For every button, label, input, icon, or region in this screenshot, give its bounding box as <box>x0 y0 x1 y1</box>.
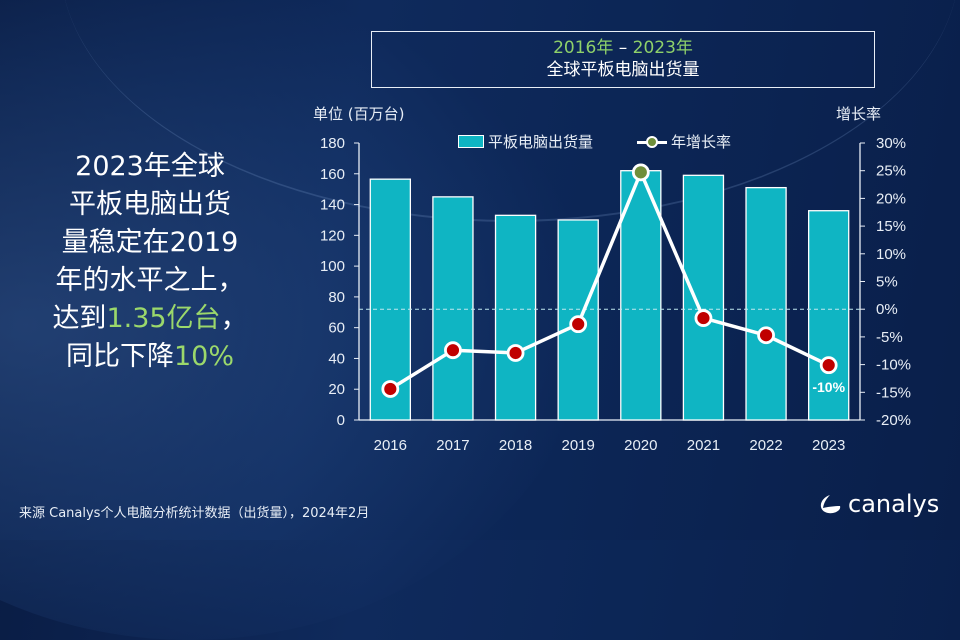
right-axis-tick-label: 15% <box>876 218 906 235</box>
right-axis-tick-label: 25% <box>876 163 906 180</box>
left-axis-tick-label: 120 <box>320 227 345 244</box>
chart-title-box: 2016年 – 2023年 全球平板电脑出货量 <box>371 31 875 88</box>
chart-legend: 平板电脑出货量 年增长率 <box>458 131 731 152</box>
highlight-line: 量稳定在2019 <box>61 227 239 258</box>
right-axis-tick-label: -10% <box>876 357 911 374</box>
highlight-text-part: 同比下降 <box>65 341 174 372</box>
highlight-value: 10% <box>173 341 234 372</box>
highlight-line: 同比下降10% <box>30 338 270 376</box>
highlight-line: 达到1.35亿台， <box>30 300 270 338</box>
right-axis-tick-label: -20% <box>876 412 911 429</box>
x-axis-tick-label: 2016 <box>374 437 407 454</box>
growth-rate-point-2016 <box>381 380 400 398</box>
growth-rate-line <box>389 170 830 391</box>
right-axis-tick-label: 20% <box>876 190 906 207</box>
highlight-value: 1.35亿台 <box>106 303 221 334</box>
bar-2021 <box>682 174 725 421</box>
x-axis-tick-label: 2022 <box>749 437 782 454</box>
growth-rate-point-2021 <box>694 309 713 327</box>
title-dash: – <box>613 38 633 58</box>
canalys-logo: canalys <box>818 490 939 518</box>
x-axis-tick-label: 2020 <box>624 437 657 454</box>
legend-bar-label: 平板电脑出货量 <box>488 133 594 151</box>
bar-2018 <box>494 214 537 421</box>
right-axis-tick-label: -15% <box>876 384 911 401</box>
growth-rate-point-2018 <box>506 344 525 362</box>
chart-plot: 0 20 40 60 80 100 120 140 160 180 -20% -15% -10% -5% 0… <box>320 135 911 454</box>
right-axis-tick-label: -5% <box>876 329 903 346</box>
bar-2020 <box>620 170 662 421</box>
x-axis-tick-label: 2019 <box>562 437 595 454</box>
left-axis-label: 单位 (百万台) <box>313 105 405 123</box>
growth-rate-point-2022 <box>757 326 775 345</box>
right-axis-tick-label: 0% <box>876 301 898 318</box>
left-axis-tick-label: 80 <box>328 289 345 306</box>
left-axis-tick-label: 140 <box>320 197 345 214</box>
x-axis-tick-label: 2023 <box>812 437 845 454</box>
bar-2022 <box>745 186 787 421</box>
left-axis-tick-label: 60 <box>328 320 345 337</box>
title-year-end: 2023年 <box>632 38 693 58</box>
right-axis-tick-label: 30% <box>876 135 906 152</box>
bar-2023 <box>807 210 850 421</box>
legend-line-swatch <box>637 135 668 148</box>
growth-rate-point-2020 <box>631 163 650 182</box>
canalys-logo-text: canalys <box>848 490 940 518</box>
legend-bar-swatch <box>458 135 484 148</box>
left-axis-tick-label: 40 <box>328 350 345 367</box>
legend-line-label: 年增长率 <box>671 133 732 151</box>
highlight-line: 年的水平之上， <box>55 265 245 296</box>
left-axis-tick-label: 180 <box>320 135 345 152</box>
growth-rate-point-2019 <box>569 315 588 334</box>
title-year-start: 2016年 <box>553 38 614 58</box>
highlight-line: 平板电脑出货 <box>69 189 231 220</box>
highlight-text: 2023年全球 平板电脑出货 量稳定在2019 年的水平之上， 达到1.35亿台… <box>30 148 270 376</box>
data-label-2023: -10% <box>812 379 845 395</box>
right-axis-tick-label: 10% <box>876 246 906 263</box>
left-axis-tick-label: 160 <box>320 166 345 183</box>
source-note: 来源 Canalys个人电脑分析统计数据（出货量），2024年2月 <box>19 506 370 521</box>
chart-title-years: 2016年 – 2023年 <box>372 37 874 59</box>
chart-title-subtitle: 全球平板电脑出货量 <box>546 60 700 80</box>
right-axis-label: 增长率 <box>836 105 882 123</box>
x-axis-tick-label: 2017 <box>436 437 469 454</box>
highlight-text-part: ， <box>220 303 248 334</box>
left-axis-tick-label: 100 <box>320 258 345 275</box>
growth-rate-point-2023 <box>819 356 838 375</box>
right-axis-tick-label: 5% <box>876 274 898 291</box>
growth-rate-point-2017 <box>444 341 462 360</box>
canalys-logo-icon <box>820 495 841 514</box>
left-axis-tick-label: 20 <box>328 381 345 398</box>
left-axis-tick-label: 0 <box>337 412 345 429</box>
x-axis-tick-label: 2021 <box>687 437 720 454</box>
highlight-line: 2023年全球 <box>75 151 225 182</box>
highlight-text-part: 达到 <box>52 303 107 334</box>
x-axis-tick-label: 2018 <box>499 437 532 454</box>
bar-2017 <box>432 196 474 421</box>
